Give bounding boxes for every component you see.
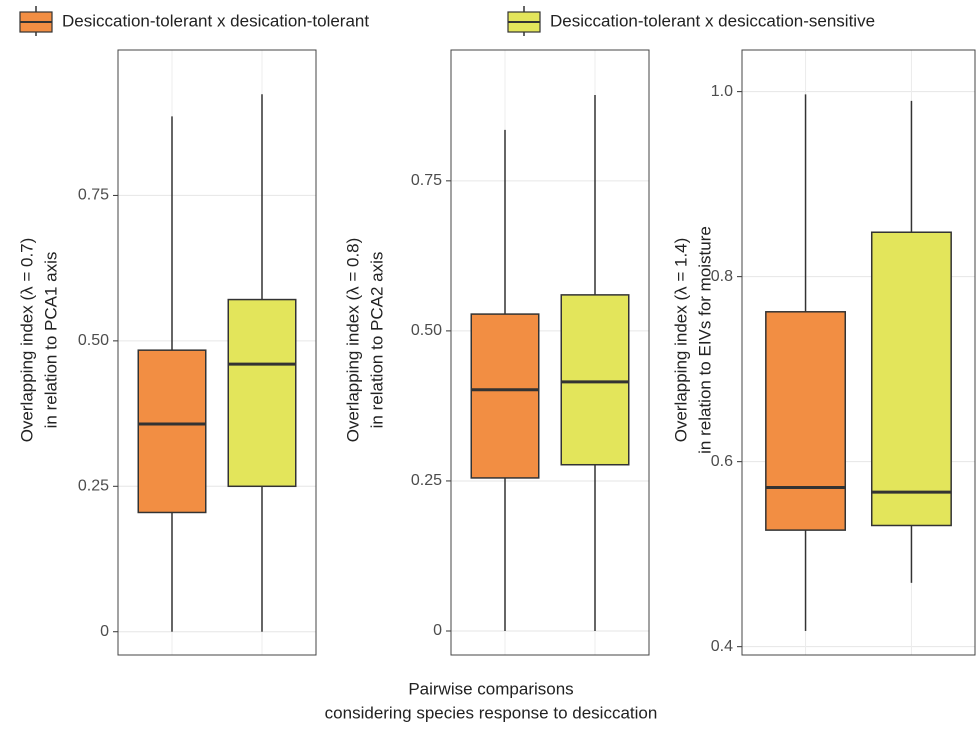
box bbox=[137, 349, 207, 514]
panel-border bbox=[450, 49, 650, 656]
y-tick-label: 1.0 bbox=[711, 83, 733, 100]
y-axis-label: Overlapping index (λ = 0.8) bbox=[343, 238, 362, 443]
y-axis-label: Overlapping index (λ = 1.4) bbox=[671, 238, 690, 443]
y-tick-label: 0.4 bbox=[711, 638, 733, 655]
legend-label: Desiccation-tolerant x desication-tolera… bbox=[62, 11, 369, 30]
y-tick-label: 0 bbox=[433, 622, 442, 639]
x-axis-label: Pairwise comparisons bbox=[408, 679, 573, 698]
y-axis-label-group: Overlapping index (λ = 0.7) in relation t… bbox=[17, 238, 60, 443]
box bbox=[227, 298, 297, 488]
y-tick-label: 0.8 bbox=[711, 268, 733, 285]
y-axis-label: in relation to PCA1 axis bbox=[41, 252, 60, 429]
y-axis-label: in relation to EIVs for moisture bbox=[695, 226, 714, 454]
y-tick-label: 0.25 bbox=[78, 478, 109, 495]
y-axis-label-group: Overlapping index (λ = 1.4) in relation t… bbox=[671, 226, 714, 454]
y-tick-label: 0.75 bbox=[78, 187, 109, 204]
y-tick-label: 0.6 bbox=[711, 453, 733, 470]
y-tick-label: 0.50 bbox=[411, 322, 442, 339]
y-tick-label: 0.75 bbox=[411, 172, 442, 189]
y-tick-label: 0 bbox=[100, 623, 109, 640]
x-axis-label: considering species response to desiccat… bbox=[325, 703, 658, 722]
y-axis-label: Overlapping index (λ = 0.7) bbox=[17, 238, 36, 443]
y-axis-label-group: Overlapping index (λ = 0.8) in relation t… bbox=[343, 238, 386, 443]
box bbox=[765, 311, 847, 531]
legend-label: Desiccation-tolerant x desiccation-sensi… bbox=[550, 11, 875, 30]
panel-border bbox=[117, 49, 317, 656]
y-tick-label: 0.50 bbox=[78, 332, 109, 349]
box bbox=[470, 313, 540, 479]
box bbox=[560, 294, 630, 466]
box bbox=[870, 231, 952, 527]
y-tick-label: 0.25 bbox=[411, 472, 442, 489]
y-axis-label: in relation to PCA2 axis bbox=[367, 252, 386, 429]
panel-border bbox=[741, 49, 976, 656]
